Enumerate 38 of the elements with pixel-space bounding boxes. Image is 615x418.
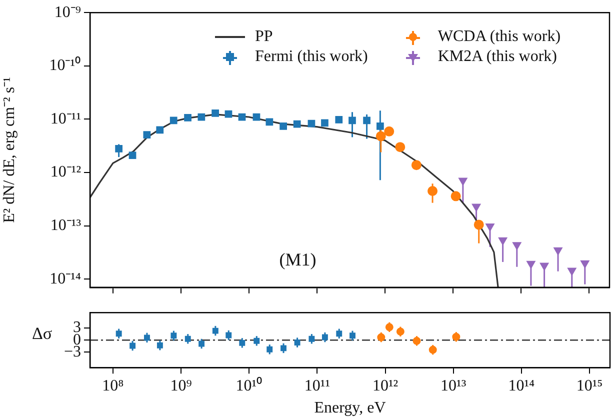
y-axis-title: E² dN/ dE, erg cm⁻² s⁻¹	[0, 76, 18, 223]
y-axis-title: Δσ	[32, 324, 52, 344]
point	[336, 330, 342, 337]
legend-label: PP	[255, 28, 273, 46]
x-tick-label: 10⁹	[170, 377, 192, 394]
x-axis-title: Energy, eV	[314, 400, 386, 417]
point	[170, 332, 177, 339]
x-tick-label: 10¹⁵	[576, 377, 603, 394]
x-tick-label: 10⁸	[102, 377, 124, 394]
point	[254, 338, 260, 344]
annotation: (M1)	[279, 249, 316, 270]
point	[198, 340, 205, 347]
point	[239, 340, 246, 346]
x-tick-label: 10¹⁴	[508, 377, 536, 394]
y-tick-label: 10⁻¹⁰	[49, 56, 81, 74]
point	[226, 332, 232, 338]
point	[308, 336, 315, 342]
point	[266, 346, 273, 352]
point	[116, 330, 122, 337]
x-tick-label: 10¹²	[372, 377, 398, 394]
x-tick-label: 10¹³	[440, 377, 466, 394]
point	[212, 328, 218, 334]
point	[156, 342, 163, 348]
x-tick-label: 10¹¹	[304, 377, 330, 394]
y-tick-label: 10⁻¹⁴	[50, 270, 82, 288]
legend-label: KM2A (this work)	[438, 48, 557, 66]
y-tick-label: 10⁻¹³	[50, 217, 82, 234]
x-tick-label: 10¹⁰	[236, 376, 263, 394]
y-tick-label: 10⁻⁹	[54, 4, 82, 21]
point	[322, 334, 328, 340]
point	[130, 342, 136, 349]
legend-label: WCDA (this work)	[438, 28, 561, 46]
legend-label: Fermi (this work)	[255, 48, 368, 66]
y-tick-label: 10⁻¹²	[50, 164, 82, 181]
y-tick-label: −3	[64, 343, 81, 360]
y-tick-label: 10⁻¹¹	[50, 110, 82, 128]
point	[294, 340, 300, 346]
point	[184, 336, 191, 342]
